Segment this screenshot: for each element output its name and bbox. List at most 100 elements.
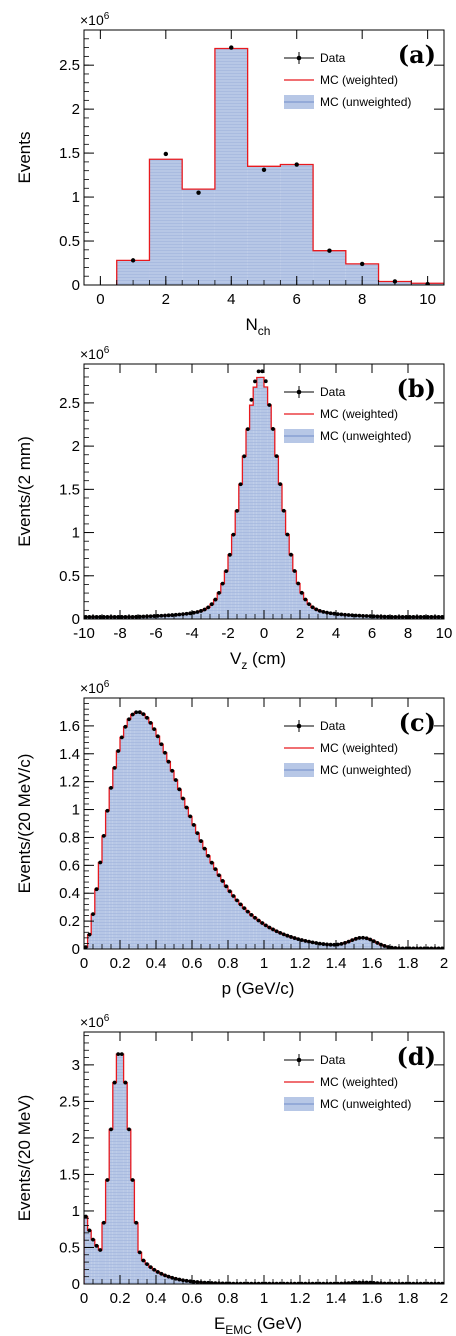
data-point — [184, 611, 189, 616]
x-title-sub: EMC — [225, 1323, 252, 1336]
data-point — [285, 532, 290, 537]
data-point — [274, 929, 279, 934]
y-tick-label: 0.5 — [59, 1239, 80, 1256]
data-point — [105, 1178, 110, 1182]
data-point — [213, 597, 218, 602]
data-point — [159, 613, 164, 618]
data-point — [84, 945, 88, 949]
data-point — [109, 786, 113, 790]
data-point — [191, 823, 196, 827]
data-point — [163, 750, 167, 755]
data-point — [163, 1273, 167, 1278]
data-point — [436, 946, 441, 949]
data-point — [289, 935, 293, 939]
data-point — [245, 427, 250, 432]
data-point — [98, 860, 103, 865]
data-point — [209, 602, 214, 607]
data-point — [235, 898, 239, 903]
x-axis-title: EEMC (GeV) — [214, 1314, 302, 1336]
plot-area — [84, 710, 444, 949]
x-tick-label: 8 — [358, 291, 366, 308]
data-point — [418, 946, 423, 949]
x-tick-label: 1.2 — [290, 955, 311, 972]
data-point — [307, 939, 311, 944]
data-point — [256, 918, 261, 923]
data-point — [101, 614, 106, 619]
data-point — [245, 1281, 250, 1284]
data-point — [256, 369, 261, 374]
data-point — [202, 846, 207, 851]
data-point — [152, 1267, 157, 1272]
data-point — [202, 607, 207, 612]
data-point — [314, 941, 319, 945]
data-point — [429, 946, 434, 949]
data-point — [119, 735, 124, 740]
data-point — [353, 936, 358, 941]
y-axis-title: Events/(20 MeV) — [15, 1095, 34, 1222]
data-point — [339, 612, 344, 617]
data-point — [321, 942, 326, 946]
y-multiplier: ×106 — [80, 679, 110, 696]
y-tick-label: 1.5 — [59, 1166, 80, 1183]
data-point — [101, 1220, 106, 1225]
data-point — [407, 614, 412, 619]
data-point — [184, 1278, 189, 1283]
legend-data-marker — [296, 389, 302, 395]
y-tick-label: 0.4 — [59, 885, 80, 902]
data-point — [321, 609, 326, 614]
data-point — [141, 712, 146, 717]
legend-unweighted-label: MC (unweighted) — [320, 95, 411, 109]
y-tick-label: 1.6 — [59, 718, 80, 735]
data-point — [328, 611, 333, 616]
y-axis-title: Events/(2 mm) — [15, 436, 34, 547]
data-point — [227, 552, 232, 557]
data-point — [422, 614, 427, 619]
data-point — [332, 611, 337, 616]
data-point — [425, 946, 430, 949]
panel-label: (c) — [399, 708, 436, 737]
data-point — [289, 552, 293, 557]
y-tick-label: 1.5 — [59, 481, 80, 498]
data-point — [159, 1271, 164, 1276]
data-point — [238, 1281, 243, 1284]
data-point — [404, 1281, 409, 1284]
x-tick-label: 0 — [260, 625, 268, 642]
data-point — [296, 581, 301, 586]
y-tick-label: 0 — [72, 1276, 80, 1293]
data-point — [177, 787, 182, 792]
x-tick-label: 10 — [436, 625, 453, 642]
data-point — [217, 591, 221, 595]
data-point — [220, 581, 225, 586]
data-point — [346, 1281, 351, 1284]
data-point — [375, 614, 380, 619]
x-title-unit: (GeV) — [252, 1314, 302, 1333]
x-tick-label: 0.8 — [218, 955, 239, 972]
data-point — [263, 379, 268, 384]
plot-area — [84, 369, 444, 619]
data-point — [196, 190, 201, 195]
x-tick-label: 1.6 — [362, 955, 383, 972]
data-point — [181, 796, 185, 801]
data-point — [148, 720, 153, 725]
data-point — [321, 1281, 326, 1284]
data-point — [213, 1281, 218, 1284]
data-point — [332, 942, 337, 947]
data-point — [152, 727, 157, 732]
data-point — [425, 1281, 430, 1284]
data-point — [346, 939, 351, 944]
data-point — [303, 939, 308, 943]
data-point — [271, 927, 275, 932]
data-point — [191, 610, 196, 615]
data-point — [389, 1281, 394, 1284]
panel-2: 0 0.2 0.4 0.6 0.8 1 1.2 1.4 1.6 1.8 2 0 0.2 0.4 0.6 0.8… — [15, 679, 448, 998]
data-point — [109, 1127, 113, 1132]
data-point — [281, 1281, 286, 1284]
data-point — [220, 879, 225, 883]
y-tick-label: 0 — [72, 941, 80, 958]
multiplier-base: ×10 — [80, 1014, 104, 1030]
data-point — [166, 759, 171, 764]
x-tick-label: -6 — [149, 625, 162, 642]
data-point — [249, 912, 254, 917]
data-point — [170, 613, 175, 617]
